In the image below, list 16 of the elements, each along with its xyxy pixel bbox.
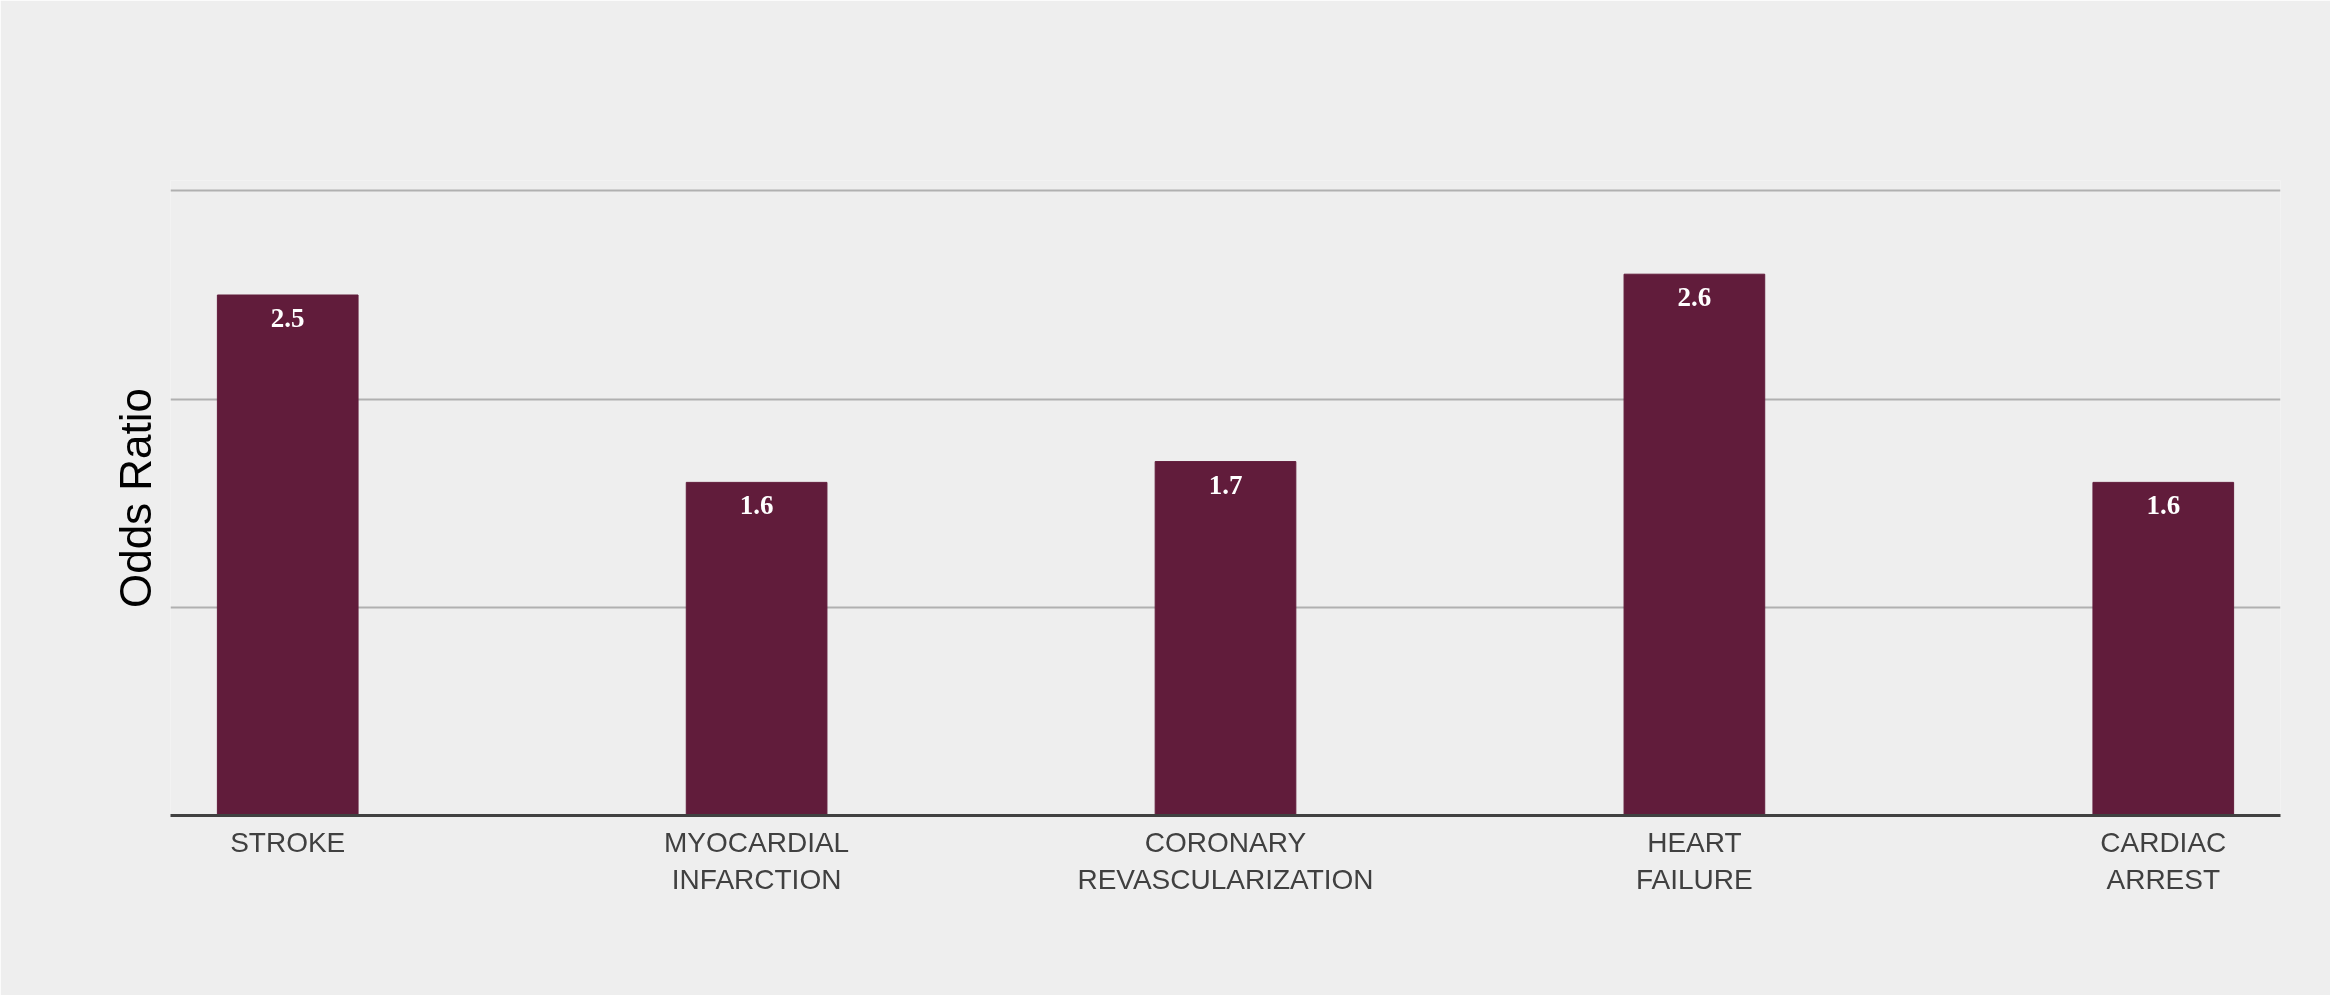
- x-tick-label: STROKE: [230, 826, 346, 858]
- data-label: 1.6: [739, 490, 774, 521]
- x-tick-label: MYOCARDIAL INFARCTION: [664, 826, 850, 895]
- bar: [2092, 481, 2235, 816]
- bar: [1154, 461, 1297, 816]
- bar: [685, 481, 828, 816]
- data-label: 1.7: [1208, 469, 1243, 500]
- x-tick-label: HEART FAILURE: [1636, 826, 1753, 895]
- data-label: 1.6: [2146, 490, 2181, 521]
- y-axis-title: Odds Ratio: [110, 387, 160, 609]
- bar: [216, 294, 359, 816]
- x-tick-label: CORONARY REVASCULARIZATION: [1077, 826, 1374, 895]
- data-label: 2.6: [1677, 282, 1712, 313]
- x-tick-label: CARDIAC ARREST: [2100, 826, 2227, 895]
- bar: [1623, 273, 1766, 816]
- data-label: 2.5: [270, 303, 305, 334]
